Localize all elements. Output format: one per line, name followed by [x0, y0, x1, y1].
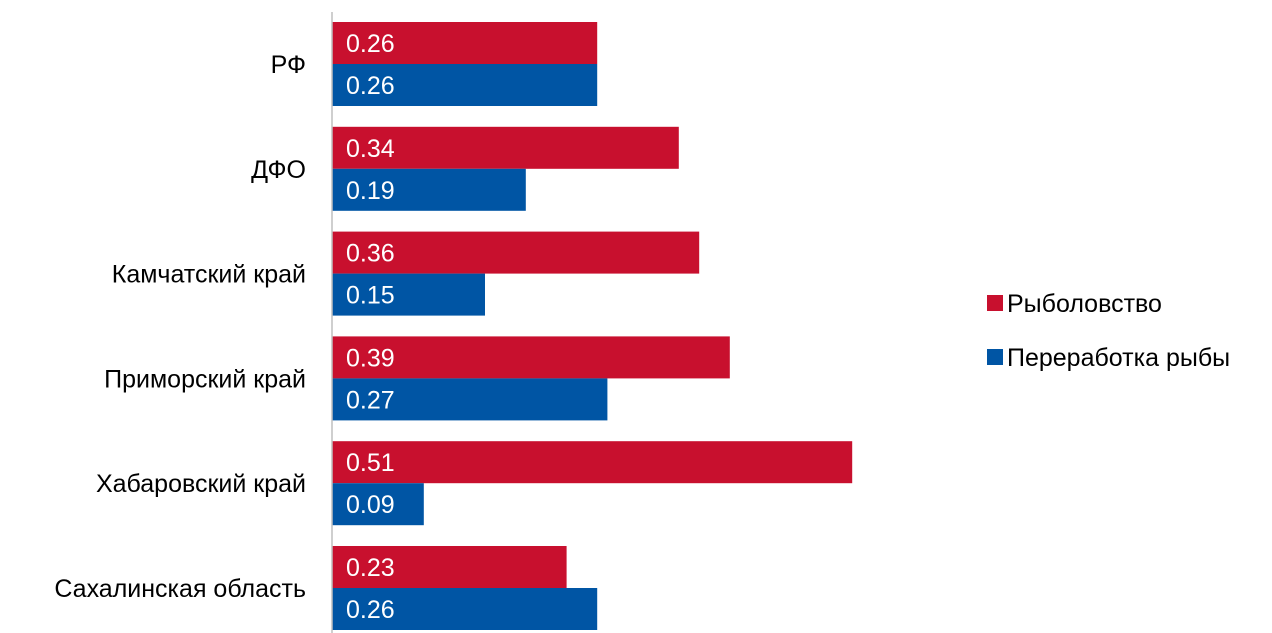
bar-processing	[332, 378, 608, 421]
bar-processing	[332, 588, 598, 630]
category-label: Камчатский край	[112, 261, 306, 289]
bar-fishing	[332, 231, 700, 274]
bar-processing	[332, 64, 598, 106]
category-label: ДФО	[251, 156, 306, 184]
category-label: Сахалинская область	[54, 575, 306, 603]
category-labels-group: РФ ДФО Камчатский край Приморский край Хабар…	[54, 51, 306, 603]
legend-label: Рыболовство	[1007, 290, 1162, 318]
bars-group	[332, 22, 853, 630]
bar-fishing	[332, 441, 853, 484]
data-label: 0.26	[346, 30, 395, 58]
legend-swatch	[987, 349, 1003, 365]
data-label: 0.26	[346, 596, 395, 624]
category-label: Приморский край	[104, 365, 306, 393]
data-label: 0.39	[346, 344, 395, 372]
data-label: 0.27	[346, 386, 395, 414]
bar-fishing	[332, 336, 730, 379]
bar-processing	[332, 168, 526, 211]
data-label: 0.15	[346, 282, 395, 310]
data-label: 0.09	[346, 491, 395, 519]
bar-fishing	[332, 126, 679, 169]
category-label: РФ	[271, 51, 306, 79]
legend-swatch	[987, 295, 1003, 311]
data-label: 0.23	[346, 554, 395, 582]
value-labels-group: 0.26 0.26 0.34 0.19 0.36 0.15 0.39 0.27 0.51 0.09…	[346, 30, 395, 624]
data-label: 0.19	[346, 177, 395, 205]
category-label: Хабаровский край	[96, 470, 306, 498]
data-label: 0.34	[346, 135, 395, 163]
legend: Рыболовство Переработка рыбы	[987, 290, 1230, 372]
data-label: 0.51	[346, 449, 395, 477]
data-label: 0.36	[346, 240, 395, 268]
bar-processing	[332, 273, 485, 316]
bar-fishing	[332, 546, 567, 588]
bar-fishing	[332, 22, 598, 64]
legend-label: Переработка рыбы	[1007, 344, 1230, 372]
bar-processing	[332, 483, 424, 526]
data-label: 0.26	[346, 72, 395, 100]
